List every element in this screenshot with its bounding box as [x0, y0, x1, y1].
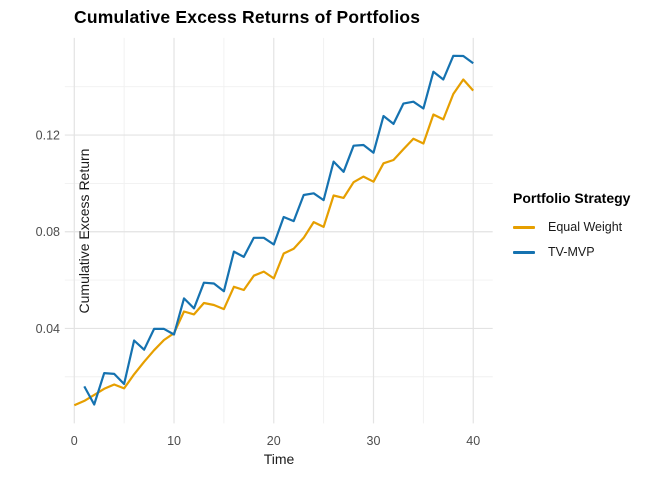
legend-item-label: TV-MVP: [548, 245, 595, 259]
y-axis-title: Cumulative Excess Return: [76, 148, 92, 314]
x-tick-label: 20: [267, 434, 281, 448]
legend-item-label: Equal Weight: [548, 220, 623, 234]
x-tick-label: 10: [167, 434, 181, 448]
x-tick-label: 0: [71, 434, 78, 448]
legend-items: Equal Weight TV-MVP: [513, 219, 630, 260]
legend-item-tv-mvp: TV-MVP: [513, 244, 630, 260]
x-axis-title: Time: [263, 451, 295, 467]
series-line-tv-mvp: [83, 54, 474, 406]
y-tick-label: 0.08: [36, 225, 60, 239]
legend-key-line: [513, 225, 535, 229]
x-tick-label: 40: [466, 434, 480, 448]
chart-title: Cumulative Excess Returns of Portfolios: [74, 7, 421, 27]
y-tick-label: 0.04: [36, 322, 60, 336]
y-tick-label: 0.12: [36, 129, 60, 143]
series-line-equal-weight: [73, 78, 475, 407]
legend-item-equal-weight: Equal Weight: [513, 219, 630, 235]
x-tick-label: 30: [367, 434, 381, 448]
legend: Portfolio Strategy Equal Weight TV-MVP: [513, 190, 630, 269]
legend-key-line: [513, 250, 535, 254]
legend-title: Portfolio Strategy: [513, 190, 631, 206]
